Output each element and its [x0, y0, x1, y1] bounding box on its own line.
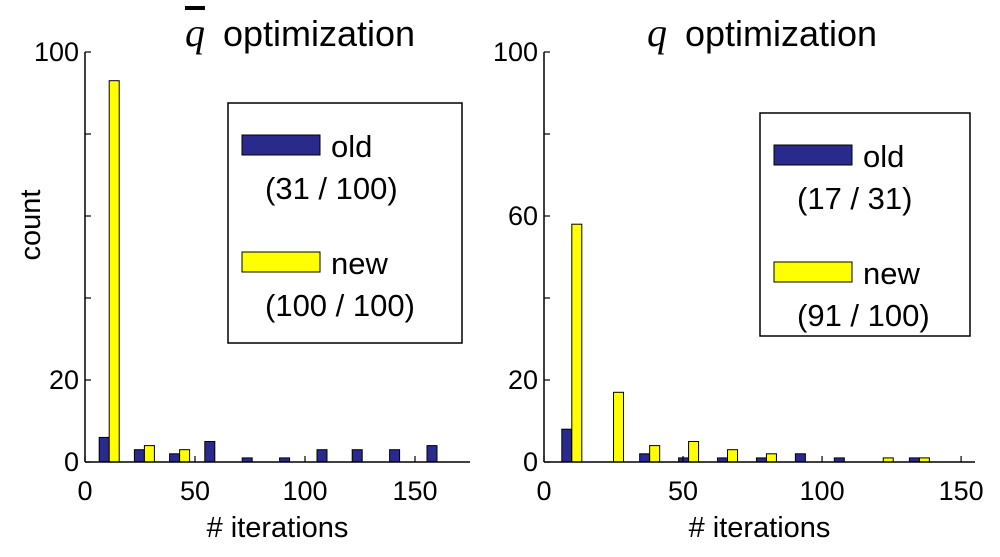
legend-count-old: (17 / 31): [797, 181, 912, 216]
bar-new-bin-6: [765, 453, 777, 463]
y-tick-label: 0: [64, 447, 79, 477]
chart-title: q optimization: [647, 10, 877, 55]
bar-old-bin-8: [351, 449, 363, 463]
bar-old-bin-10: [426, 445, 438, 463]
x-axis-label: # iterations: [207, 512, 349, 544]
x-tick-label: 50: [180, 476, 210, 506]
y-tick-label: 100: [34, 37, 79, 67]
bar-old-bin-3: [169, 453, 181, 463]
legend-label-old: old: [863, 139, 904, 174]
bar-old-bin-9: [389, 449, 401, 463]
chart-title: q optimization: [185, 10, 415, 55]
x-tick-label: 150: [939, 476, 984, 506]
legend-label-old: old: [331, 129, 372, 164]
legend-swatch-new: [241, 251, 321, 273]
y-axis-label: count: [15, 190, 47, 261]
bar-new-bin-1: [571, 223, 583, 463]
bar-new-bin-2: [143, 445, 155, 463]
x-tick-label: 50: [668, 476, 698, 506]
x-axis-label: # iterations: [689, 512, 831, 544]
y-tick-label: 20: [49, 365, 79, 395]
bar-old-bin-7: [794, 453, 806, 463]
bar-new-bin-5: [727, 449, 739, 463]
legend-count-old: (31 / 100): [265, 171, 398, 206]
bar-new-bin-2: [613, 391, 625, 463]
legend-count-new: (91 / 100): [797, 298, 930, 333]
legend: old (31 / 100) new (100 / 100): [227, 102, 463, 344]
legend-swatch-old: [241, 134, 321, 156]
bar-new-bin-3: [179, 449, 191, 463]
x-tick-label: 150: [392, 476, 437, 506]
title-text: optimization: [685, 13, 877, 54]
bar-old-bin-7: [316, 449, 328, 463]
legend-label-new: new: [331, 246, 388, 281]
chart-panel-1: 0 20 100 0 50 100 150 # iterations count q optimiz…: [15, 10, 470, 544]
x-tick-label: 100: [282, 476, 327, 506]
title-text: optimization: [223, 13, 415, 54]
x-tick-label: 0: [536, 476, 551, 506]
chart-panel-2: 0 20 60 100 0 50 100 150 # iterations q optimizati…: [493, 10, 984, 544]
bar-old-bin-3: [639, 453, 651, 463]
bar-old-bin-4: [204, 441, 216, 463]
title-q-symbol: q: [647, 10, 667, 55]
bar-old-bin-1: [561, 428, 573, 463]
x-tick-label: 100: [800, 476, 845, 506]
y-tick-label: 100: [493, 37, 538, 67]
title-q-symbol: q: [185, 10, 205, 55]
bar-new-bin-1: [108, 80, 120, 463]
legend: old (17 / 31) new (91 / 100): [759, 112, 971, 337]
bar-old-bin-2: [133, 449, 145, 463]
legend-count-new: (100 / 100): [265, 288, 415, 323]
legend-label-new: new: [863, 256, 920, 291]
y-tick-label: 60: [508, 201, 538, 231]
bar-old-bin-1: [98, 436, 110, 463]
y-tick-label: 0: [523, 447, 538, 477]
x-tick-label: 0: [77, 476, 92, 506]
bar-new-bin-3: [649, 445, 661, 463]
legend-swatch-old: [773, 144, 853, 166]
y-tick-label: 20: [508, 365, 538, 395]
legend-swatch-new: [773, 261, 853, 283]
bar-new-bin-4: [688, 441, 700, 463]
